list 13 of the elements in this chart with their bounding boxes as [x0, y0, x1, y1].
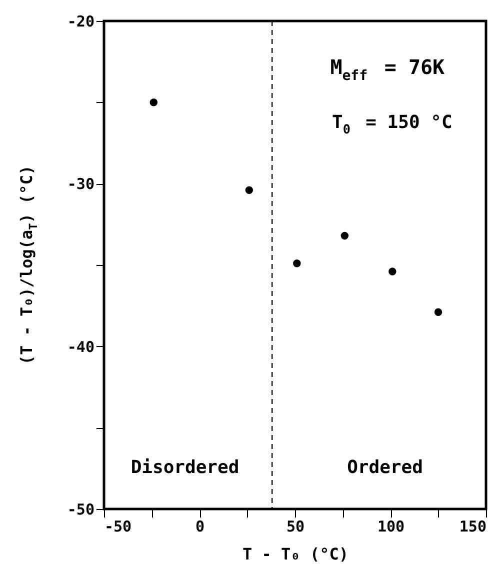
y-axis-title: (T - T₀)/log(aT) (°C) — [17, 165, 40, 365]
y-tick-label: -50 — [67, 500, 94, 518]
x-tick-label: 50 — [286, 518, 305, 536]
annotation: Disordered — [130, 457, 240, 478]
y-tick-label: -20 — [67, 12, 94, 30]
y-tick-label: -40 — [67, 338, 94, 356]
x-tick-label: 150 — [459, 518, 486, 536]
annotation: Ordered — [347, 457, 423, 478]
y-tick-label: -30 — [67, 175, 94, 194]
x-axis-title: T - T₀ (°C) — [242, 544, 348, 564]
x-tick-label: -50 — [104, 518, 132, 536]
x-tick-label: 0 — [195, 518, 205, 536]
x-tick-label: 100 — [377, 518, 405, 536]
